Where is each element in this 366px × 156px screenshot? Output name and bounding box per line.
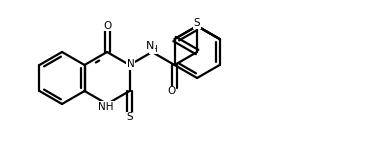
Text: N: N [146, 41, 154, 51]
Text: H: H [150, 44, 156, 54]
Text: O: O [103, 21, 111, 31]
Text: S: S [126, 112, 133, 122]
Text: O: O [168, 86, 176, 96]
Text: S: S [194, 18, 201, 28]
Text: NH: NH [98, 102, 114, 112]
Text: N: N [127, 59, 134, 69]
